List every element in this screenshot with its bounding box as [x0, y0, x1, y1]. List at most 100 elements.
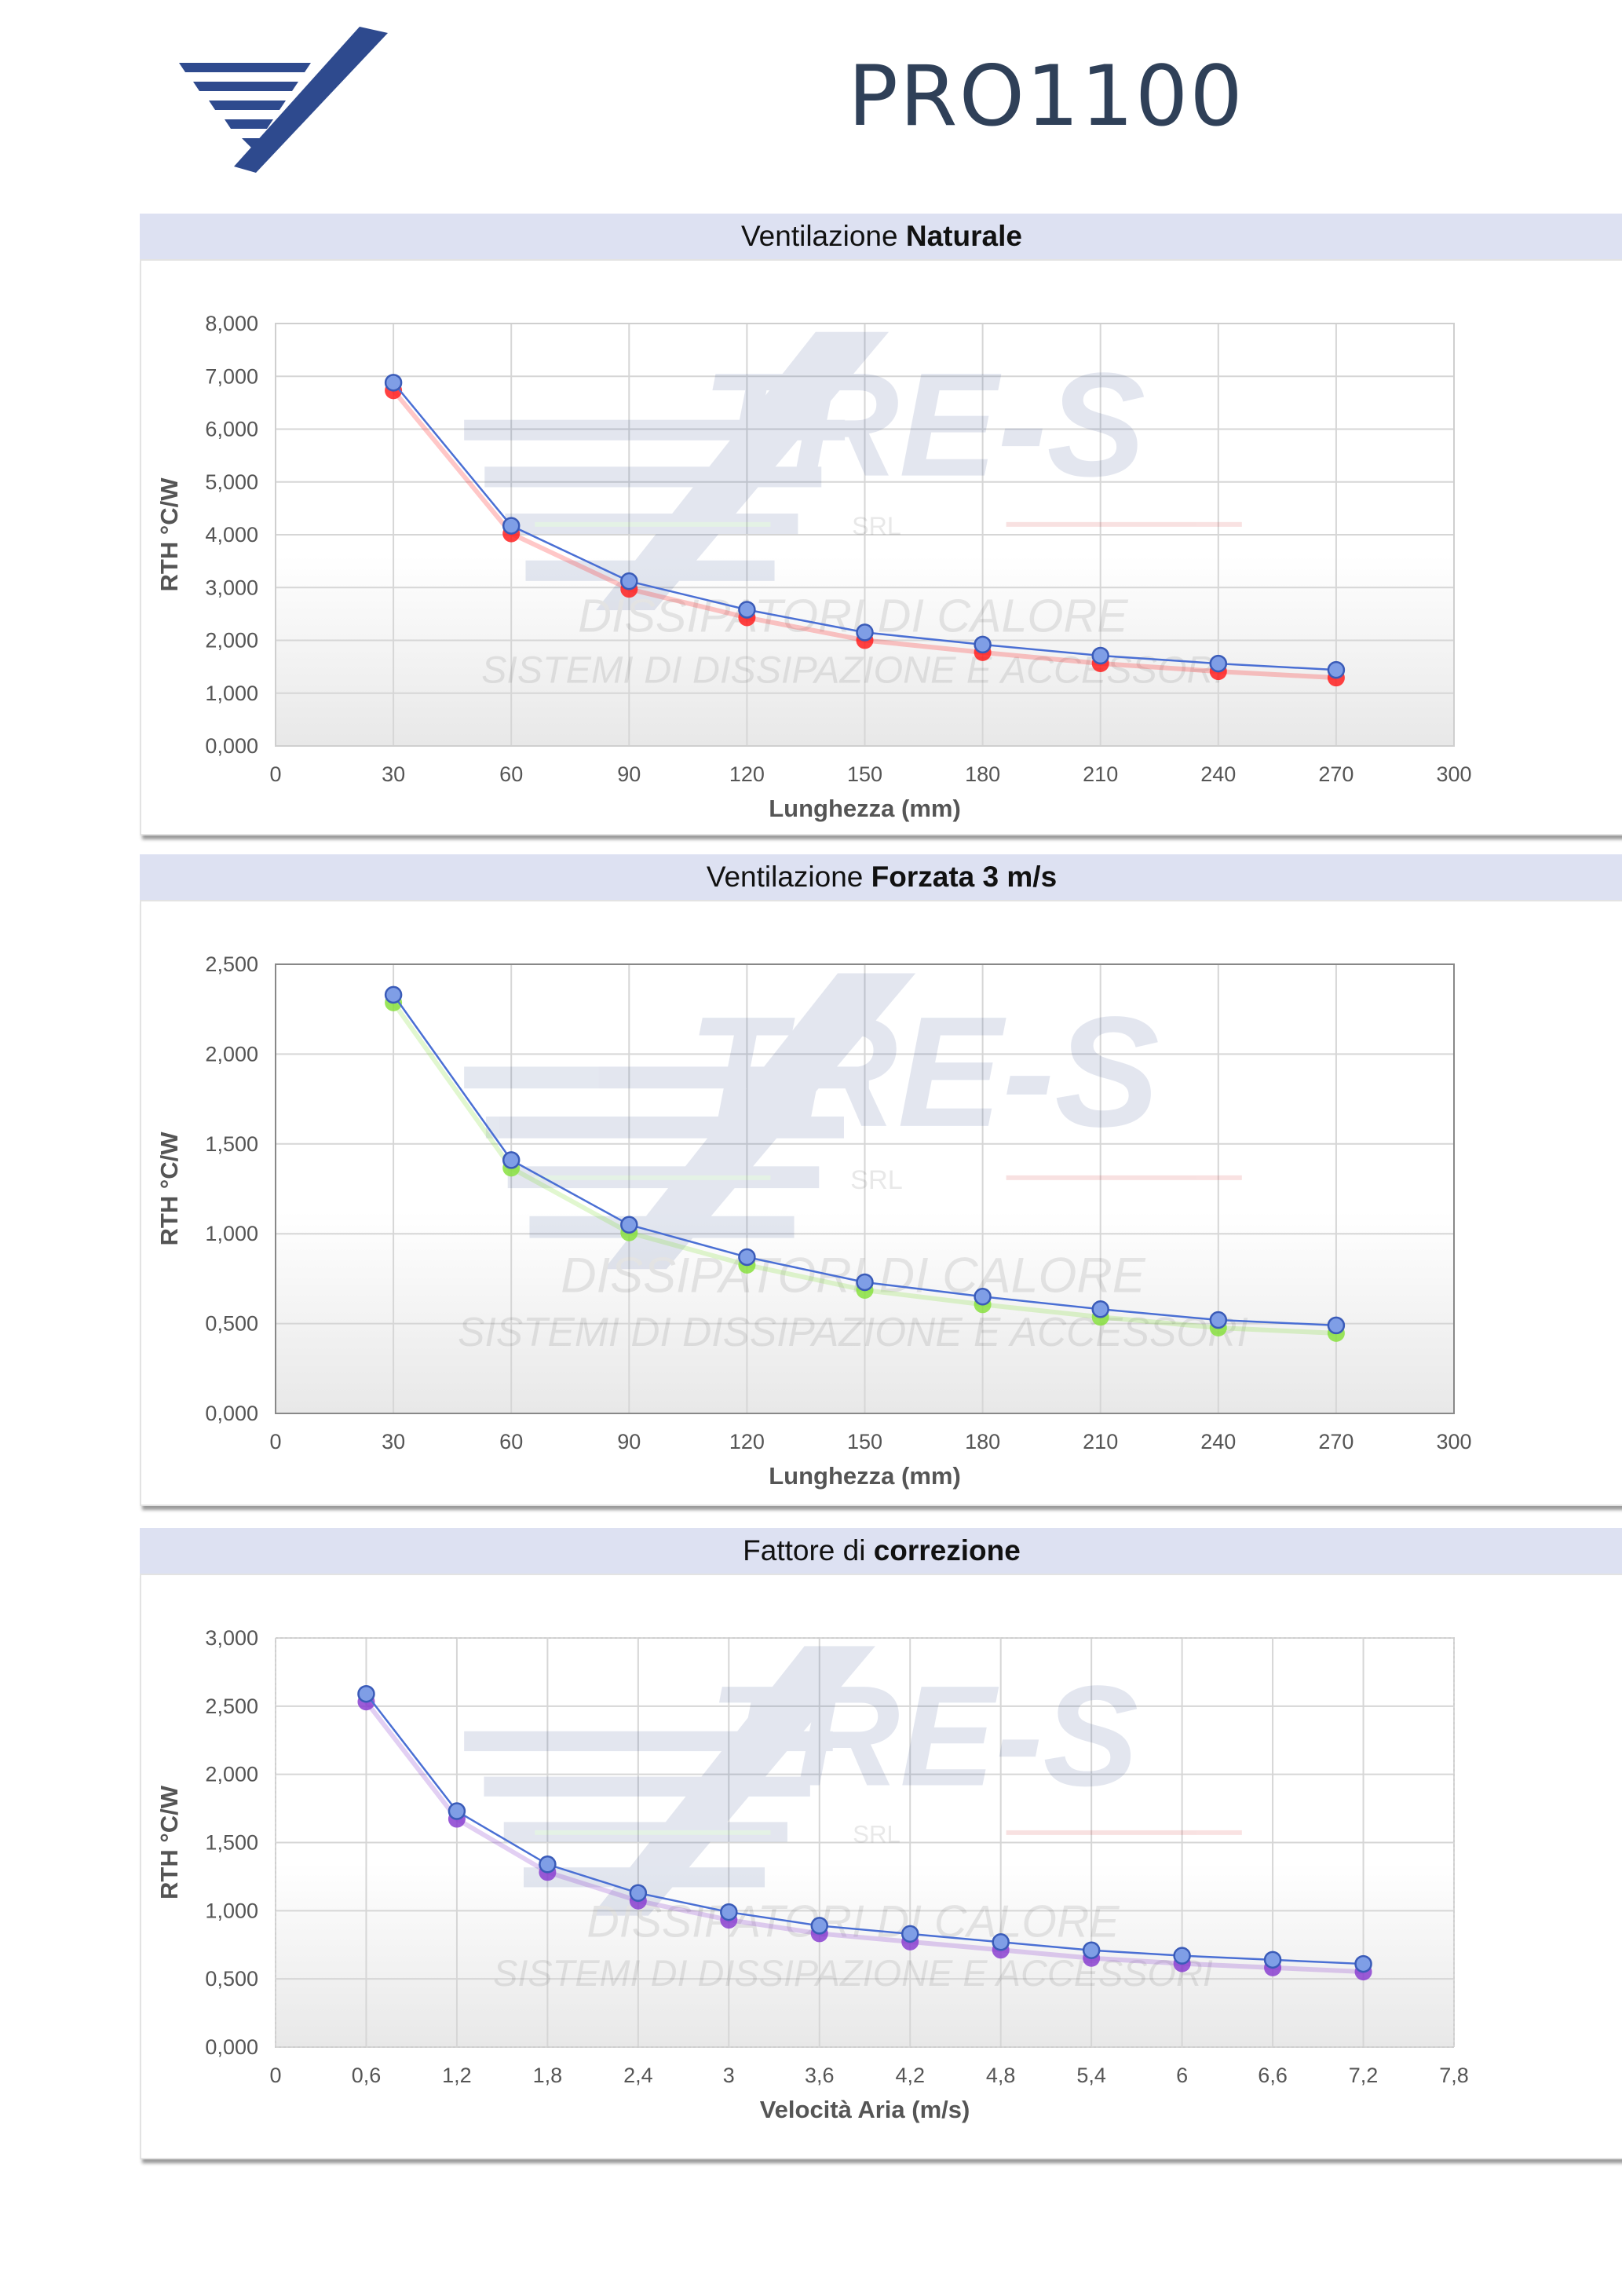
data-point [629, 1884, 648, 1903]
watermark-logo-line [484, 1776, 810, 1797]
x-tick-label: 6 [1176, 2064, 1188, 2087]
chart-title-plain: Ventilazione [706, 861, 871, 893]
y-tick-label: 0,000 [205, 734, 258, 758]
chart-panel-title: Fattore di correzione [140, 1528, 1622, 1575]
y-tick-label: 2,000 [205, 1763, 258, 1786]
plot-border [275, 1637, 1455, 2048]
chart-natural: TRE-S SRL DISSIPATORI DI CALORE SISTEMI DI … [155, 312, 1472, 822]
x-tick-label: 60 [499, 762, 523, 786]
data-point [539, 1855, 557, 1874]
watermark-logo-line [525, 560, 775, 581]
y-tick-label: 2,000 [205, 629, 258, 653]
x-tick-label: 150 [847, 762, 882, 786]
x-tick-label: 150 [847, 1430, 882, 1453]
watermark-logo-slash [591, 1646, 875, 1916]
chart-title-bold: Forzata 3 m/s [871, 861, 1058, 893]
x-axis-title: Velocità Aria (m/s) [760, 2096, 970, 2123]
watermark-brand: TRE-S [702, 342, 1145, 507]
x-tick-label: 60 [499, 1430, 523, 1453]
data-point [1209, 1311, 1228, 1329]
chart-forced: TRE-S SRL DISSIPATORI DI CALORE SISTEMI DI … [155, 952, 1472, 1490]
watermark-logo-line [484, 466, 822, 488]
y-tick-label: 5,000 [205, 470, 258, 494]
watermark-red-bar [1006, 521, 1242, 527]
data-point [738, 601, 756, 619]
data-point [1082, 1941, 1101, 1959]
watermark-green-bar [535, 521, 771, 527]
x-tick-label: 0 [269, 1430, 281, 1453]
x-tick-label: 7,2 [1349, 2064, 1379, 2087]
x-tick-label: 2,4 [623, 2064, 653, 2087]
watermark-logo-line [464, 1066, 869, 1089]
data-point [992, 1933, 1010, 1951]
watermark-srl: SRL [850, 1165, 903, 1195]
x-tick-label: 3,6 [805, 2064, 835, 2087]
chart-body: TRE-S SRL DISSIPATORI DI CALORE SISTEMI DI … [140, 259, 1622, 835]
chart-title-bold: Naturale [905, 220, 1022, 252]
watermark-logo-line [464, 1731, 833, 1752]
plot-border [275, 963, 1455, 1414]
y-tick-label: 6,000 [205, 418, 258, 441]
data-point [357, 1684, 375, 1703]
x-tick-label: 3 [723, 2064, 735, 2087]
x-axis-title: Lunghezza (mm) [769, 1462, 961, 1490]
x-tick-label: 4,8 [986, 2064, 1016, 2087]
y-tick-label: 1,000 [205, 1899, 258, 1922]
x-tick-label: 120 [729, 762, 765, 786]
x-tick-label: 30 [382, 1430, 405, 1453]
x-tick-label: 240 [1200, 1430, 1236, 1453]
y-tick-label: 8,000 [205, 312, 258, 335]
y-tick-label: 0,500 [205, 1312, 258, 1336]
data-point [1173, 1947, 1191, 1965]
chart-title-plain: Ventilazione [741, 220, 906, 252]
data-point [1327, 1316, 1346, 1335]
tre-s-logo-icon [179, 27, 388, 173]
data-point [502, 1151, 521, 1169]
data-point [620, 1216, 638, 1234]
data-point [738, 1248, 756, 1267]
x-tick-label: 1,2 [442, 2064, 472, 2087]
y-tick-label: 0,000 [205, 1402, 258, 1425]
y-tick-label: 2,500 [205, 1695, 258, 1718]
x-tick-label: 180 [965, 1430, 1000, 1453]
y-tick-label: 3,000 [205, 1626, 258, 1650]
watermark-logo-line [485, 1116, 844, 1139]
data-point [1263, 1951, 1282, 1969]
watermark-red-bar [1006, 1830, 1242, 1835]
data-point [901, 1925, 919, 1943]
y-tick-label: 1,500 [205, 1831, 258, 1855]
x-tick-label: 180 [965, 762, 1000, 786]
watermark-line1: DISSIPATORI DI CALORE [561, 1249, 1146, 1303]
y-tick-label: 0,500 [205, 1967, 258, 1991]
watermark-line1: DISSIPATORI DI CALORE [578, 590, 1129, 642]
y-axis-title: RTH °C/W [155, 477, 183, 592]
x-tick-label: 210 [1083, 1430, 1118, 1453]
x-tick-label: 0,6 [352, 2064, 382, 2087]
data-point [448, 1802, 466, 1820]
chart-panel-title: Ventilazione Forzata 3 m/s [140, 854, 1622, 901]
data-point [1354, 1954, 1372, 1973]
x-tick-label: 120 [729, 1430, 765, 1453]
watermark-logo-line [524, 1867, 765, 1888]
x-tick-label: 240 [1200, 762, 1236, 786]
data-point [974, 1288, 992, 1306]
watermark-green-bar [535, 1175, 771, 1180]
watermark-green-bar [535, 1830, 771, 1835]
x-tick-label: 7,8 [1439, 2064, 1469, 2087]
data-point [620, 572, 638, 590]
data-point [1209, 654, 1228, 673]
watermark-srl: SRL [853, 1821, 901, 1848]
y-tick-label: 3,000 [205, 576, 258, 599]
data-point [1091, 646, 1109, 665]
data-point [856, 1273, 874, 1292]
watermark-brand: TRE-S [688, 985, 1160, 1160]
watermark-line1: DISSIPATORI DI CALORE [586, 1896, 1120, 1947]
x-tick-label: 300 [1436, 1430, 1471, 1453]
watermark-red-bar [1006, 1175, 1242, 1180]
data-point [856, 623, 874, 642]
x-tick-label: 210 [1083, 762, 1118, 786]
x-tick-label: 4,2 [895, 2064, 925, 2087]
data-point [384, 374, 403, 392]
